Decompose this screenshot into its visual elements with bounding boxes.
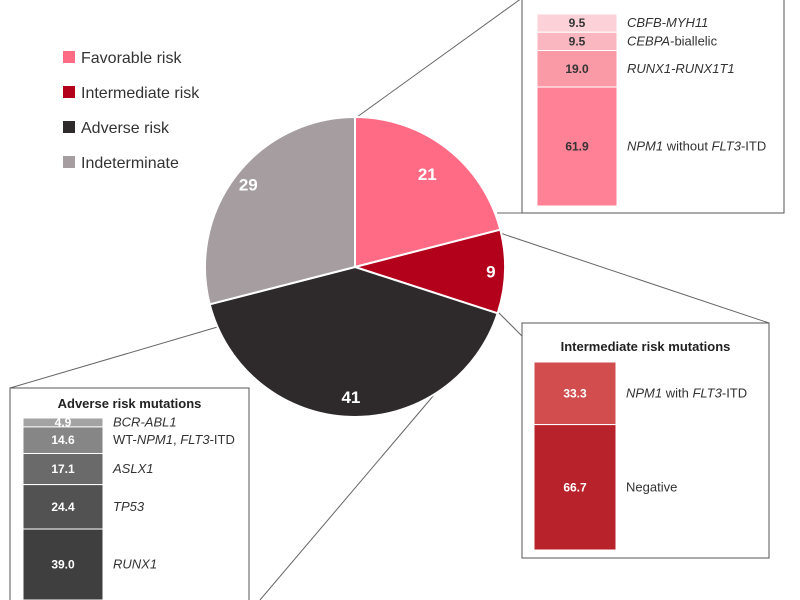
segment-label-aslx1: ASLX1 xyxy=(112,461,153,476)
favorable-mutations-box: Favorable risk mutations 9.5 CBFB-MYH11 9.5… xyxy=(521,0,785,214)
segment-value-aslx1: 17.1 xyxy=(51,462,75,476)
connector-line xyxy=(356,0,521,118)
segment-value-negative: 66.7 xyxy=(563,480,587,494)
segment-label-runx1: RUNX1 xyxy=(113,557,157,572)
segment-label-bcr-abl1: BCR-ABL1 xyxy=(113,415,177,430)
connector-line xyxy=(259,381,446,600)
legend-label-favorable-risk: Favorable risk xyxy=(81,50,182,67)
bar-segment-tp53 xyxy=(22,484,104,530)
legend-label-indeterminate: Indeterminate xyxy=(81,155,179,172)
segment-label-cebpa-biallelic: CEBPA-biallelic xyxy=(627,33,718,48)
segment-label-wt-npm1-flt3-itd: WT-NPM1, FLT3-ITD xyxy=(113,432,235,447)
pie-label-indeterminate: 29 xyxy=(239,175,258,194)
legend-label-adverse-risk: Adverse risk xyxy=(81,120,170,137)
pie-slice-indeterminate xyxy=(204,115,356,306)
segment-value-tp53: 24.4 xyxy=(51,500,75,514)
legend-label-intermediate-risk: Intermediate risk xyxy=(81,85,200,102)
segment-value-runx1-runx1t1: 19.0 xyxy=(565,62,589,76)
bar-segment-runx1 xyxy=(22,528,104,600)
box-title: Adverse risk mutations xyxy=(58,396,202,411)
risk-pie-chart: 21 9 41 29 xyxy=(204,115,507,418)
segment-label-cbfb-myh11: CBFB-MYH11 xyxy=(627,15,708,30)
pie-label-adverse-risk: 41 xyxy=(341,388,360,407)
segment-value-npm1-with-flt3-itd: 33.3 xyxy=(563,386,587,400)
segment-value-bcr-abl1: 4.9 xyxy=(55,416,72,430)
legend: Favorable risk Intermediate risk Adverse r… xyxy=(63,50,200,172)
segment-value-npm1-without-flt3-itd: 61.9 xyxy=(565,140,589,154)
box-title: Favorable risk mutations xyxy=(576,0,730,1)
segment-label-npm1-without-flt3-itd: NPM1 without FLT3-ITD xyxy=(627,139,766,154)
segment-value-wt-npm1-flt3-itd: 14.6 xyxy=(51,433,75,447)
legend-swatch-favorable-risk xyxy=(63,51,75,63)
bar-segment-wt-npm1-flt3-itd xyxy=(22,426,104,454)
pie-slice-intermediate-risk xyxy=(351,228,507,315)
legend-swatch-indeterminate xyxy=(63,156,75,168)
box-title: Intermediate risk mutations xyxy=(561,339,731,354)
pie-slice-adverse-risk xyxy=(208,265,499,418)
segment-value-runx1: 39.0 xyxy=(51,558,75,572)
pie-label-favorable-risk: 21 xyxy=(418,165,437,184)
segment-label-npm1-with-flt3-itd: NPM1 with FLT3-ITD xyxy=(626,385,747,400)
legend-swatch-adverse-risk xyxy=(63,121,75,133)
segment-label-tp53: TP53 xyxy=(113,499,145,514)
segment-label-runx1-runx1t1: RUNX1-RUNX1T1 xyxy=(627,61,735,76)
legend-swatch-intermediate-risk xyxy=(63,86,75,98)
pie-label-intermediate-risk: 9 xyxy=(486,262,495,281)
bar-segment-negative xyxy=(533,424,617,551)
connector-line xyxy=(496,231,770,324)
connector-line xyxy=(496,310,523,337)
bar-segment-npm1-with-flt3-itd xyxy=(533,361,617,426)
segment-label-negative: Negative xyxy=(626,479,677,494)
adverse-mutations-box: Adverse risk mutations 4.9 BCR-ABL1 14.6 WT-… xyxy=(9,387,250,600)
bar-segment-npm1-without-flt3-itd xyxy=(536,86,618,207)
intermediate-mutations-box: Intermediate risk mutations 33.3 NPM1 with… xyxy=(521,322,770,559)
segment-value-cbfb-myh11: 9.5 xyxy=(569,16,586,30)
bar-segment-runx1-runx1t1 xyxy=(536,50,618,88)
segment-value-cebpa-biallelic: 9.5 xyxy=(569,34,586,48)
pie-slice-favorable-risk xyxy=(354,115,502,269)
bar-segment-aslx1 xyxy=(22,452,104,486)
